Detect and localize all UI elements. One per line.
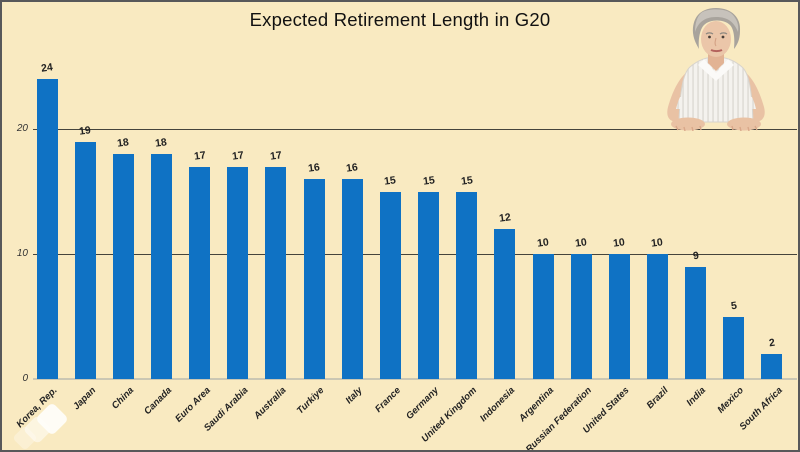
bar-value-label: 16 bbox=[345, 161, 359, 175]
x-category-label: Germany bbox=[404, 385, 442, 422]
bar bbox=[303, 179, 325, 379]
x-category-label: Mexico bbox=[715, 385, 747, 416]
bar bbox=[150, 154, 172, 379]
x-category-label: India bbox=[684, 385, 709, 409]
x-category-label: France bbox=[373, 385, 404, 415]
bar bbox=[456, 191, 478, 379]
bar-value-label: 5 bbox=[729, 299, 738, 312]
y-tick-label: 0 bbox=[22, 373, 28, 384]
bar bbox=[608, 254, 630, 379]
x-category-label: Russian Federation bbox=[523, 385, 594, 452]
watermark-logo bbox=[13, 404, 67, 450]
x-category-label: Argentina bbox=[516, 385, 556, 425]
bar-value-label: 12 bbox=[498, 211, 512, 225]
elderly-woman-photo bbox=[667, 8, 765, 131]
bar-value-label: 10 bbox=[612, 236, 626, 250]
bar bbox=[265, 166, 287, 379]
x-category-label: Indonesia bbox=[478, 385, 518, 425]
bar-value-label: 10 bbox=[536, 236, 550, 250]
bar bbox=[36, 79, 58, 379]
bar-value-label: 15 bbox=[383, 173, 397, 188]
bar-value-label: 18 bbox=[154, 136, 169, 150]
bar bbox=[532, 254, 554, 379]
bar bbox=[723, 316, 745, 379]
gridline bbox=[33, 129, 797, 130]
bar bbox=[341, 179, 363, 379]
x-category-label: Italy bbox=[343, 385, 365, 407]
x-category-label: China bbox=[109, 385, 137, 412]
bar bbox=[570, 254, 592, 379]
bar-value-label: 19 bbox=[78, 123, 92, 138]
bar-value-label: 17 bbox=[231, 148, 245, 163]
x-category-label: Brazil bbox=[644, 385, 671, 412]
x-category-label: Canada bbox=[142, 385, 175, 418]
bar bbox=[379, 191, 401, 379]
x-category-label: Euro Area bbox=[172, 385, 213, 425]
bar-value-label: 9 bbox=[691, 249, 700, 262]
chart-title: Expected Retirement Length in G20 bbox=[249, 9, 551, 30]
y-tick-label: 20 bbox=[16, 123, 28, 134]
bar-value-label: 17 bbox=[192, 148, 207, 163]
y-tick-label: 10 bbox=[16, 248, 28, 259]
bar-value-label: 2 bbox=[768, 336, 776, 350]
x-category-label: Australia bbox=[252, 385, 289, 422]
bar bbox=[189, 166, 211, 379]
bar-value-label: 10 bbox=[574, 236, 588, 250]
bar bbox=[112, 154, 134, 379]
bar-value-label: 15 bbox=[421, 173, 436, 188]
bar bbox=[685, 266, 706, 379]
bar-value-label: 10 bbox=[650, 236, 665, 250]
bar-value-label: 15 bbox=[459, 173, 474, 188]
bar-value-label: 18 bbox=[116, 136, 130, 150]
x-category-label: Turkiye bbox=[295, 385, 327, 417]
gridline bbox=[33, 254, 797, 255]
bar bbox=[227, 166, 249, 379]
bar bbox=[494, 229, 516, 379]
bar bbox=[761, 354, 783, 379]
bar bbox=[418, 191, 439, 379]
bar-value-label: 16 bbox=[307, 161, 321, 175]
x-axis-line bbox=[33, 378, 797, 380]
bar bbox=[646, 254, 668, 379]
bar bbox=[74, 141, 96, 379]
bar-value-label: 24 bbox=[40, 61, 54, 75]
bar-value-label: 17 bbox=[269, 148, 283, 163]
